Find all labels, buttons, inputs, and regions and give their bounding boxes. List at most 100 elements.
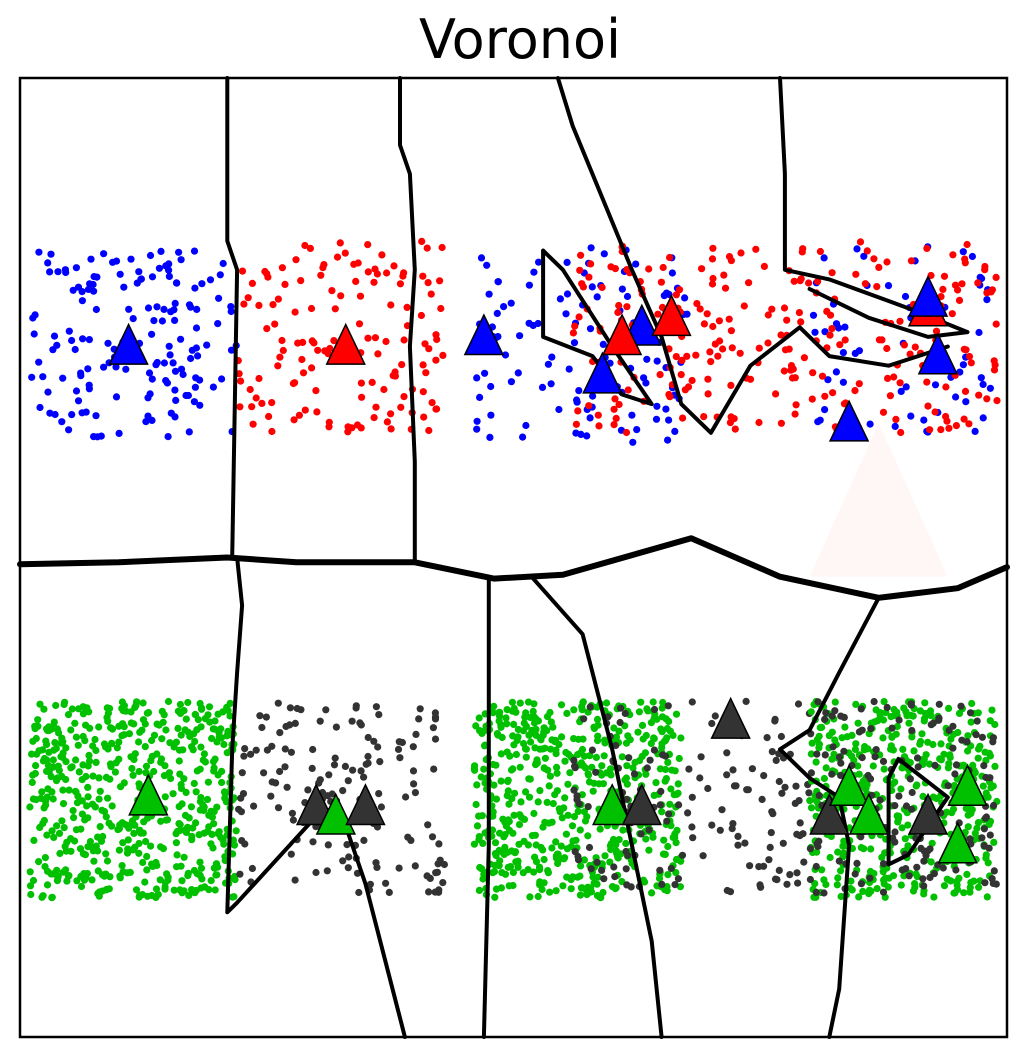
data-point-red — [875, 263, 883, 271]
data-point-green — [561, 757, 569, 765]
data-point-red — [238, 267, 247, 275]
data-point-red — [678, 356, 686, 364]
data-point-green — [103, 857, 112, 865]
data-point-green — [120, 702, 128, 710]
data-point-green — [503, 792, 511, 800]
data-point-dark — [571, 848, 579, 856]
data-point-dark — [570, 786, 578, 794]
data-point-dark — [289, 816, 297, 824]
data-point-blue — [931, 381, 940, 389]
data-point-green — [561, 794, 569, 802]
data-point-blue — [623, 292, 632, 301]
data-point-blue — [148, 273, 157, 281]
data-point-green — [472, 722, 480, 730]
data-point-dark — [837, 771, 845, 780]
data-point-red — [990, 366, 999, 374]
data-point-blue — [177, 335, 185, 343]
data-point-red — [967, 359, 975, 367]
data-point-dark — [431, 715, 440, 723]
data-point-red — [949, 251, 957, 259]
data-point-green — [900, 704, 908, 712]
data-point-dark — [425, 888, 433, 896]
data-point-green — [655, 874, 664, 883]
data-point-blue — [158, 317, 166, 325]
data-point-red — [656, 371, 664, 379]
data-point-dark — [689, 834, 697, 842]
data-point-green — [943, 875, 951, 883]
data-point-dark — [794, 700, 803, 708]
data-point-dark — [883, 703, 891, 712]
data-point-green — [188, 832, 196, 840]
data-point-dark — [293, 704, 301, 713]
data-point-dark — [951, 770, 959, 778]
data-point-dark — [748, 765, 757, 773]
data-point-red — [297, 277, 305, 285]
data-point-red — [745, 279, 753, 287]
data-point-red — [358, 393, 366, 401]
data-point-green — [193, 767, 201, 775]
data-point-blue — [662, 405, 670, 413]
data-point-dark — [373, 863, 381, 872]
data-point-green — [37, 794, 45, 803]
data-point-dark — [711, 712, 719, 720]
data-point-green — [898, 824, 906, 832]
data-point-green — [955, 709, 964, 718]
data-point-blue — [227, 307, 235, 316]
data-point-green — [491, 839, 500, 847]
data-point-green — [53, 877, 62, 885]
data-point-red — [852, 270, 860, 278]
voronoi-boundary — [778, 76, 970, 339]
data-point-dark — [312, 868, 320, 877]
data-point-blue — [476, 393, 484, 401]
data-point-green — [549, 723, 557, 731]
data-point-green — [674, 789, 682, 797]
data-point-green — [96, 787, 104, 795]
data-point-red — [341, 249, 349, 257]
data-point-dark — [723, 771, 731, 779]
data-point-red — [883, 258, 891, 266]
data-point-green — [69, 807, 77, 815]
data-point-green — [45, 748, 53, 756]
data-point-dark — [919, 875, 927, 883]
data-point-blue — [835, 324, 843, 332]
data-point-green — [576, 872, 584, 880]
voronoi-boundary — [398, 76, 417, 565]
data-point-green — [176, 821, 184, 829]
data-point-red — [983, 395, 991, 403]
data-point-green — [181, 726, 189, 734]
data-point-blue — [538, 383, 547, 391]
data-point-green — [95, 723, 103, 731]
data-point-red — [611, 395, 619, 403]
data-point-green — [990, 838, 998, 847]
data-point-dark — [627, 883, 635, 891]
data-point-green — [589, 787, 597, 795]
data-point-blue — [583, 432, 591, 440]
data-point-green — [535, 863, 544, 871]
data-point-green — [513, 736, 521, 745]
data-point-red — [576, 266, 584, 274]
data-point-red — [246, 385, 254, 394]
data-point-green — [623, 762, 631, 770]
data-point-green — [642, 731, 650, 740]
data-point-green — [806, 797, 814, 805]
data-point-green — [577, 862, 585, 870]
data-point-red — [278, 336, 286, 345]
data-point-red — [988, 286, 997, 294]
data-point-red — [306, 244, 314, 252]
data-point-green — [105, 885, 113, 893]
data-point-green — [822, 764, 830, 772]
data-point-green — [478, 865, 486, 873]
data-point-dark — [364, 752, 372, 761]
data-point-green — [950, 889, 958, 897]
data-point-blue — [664, 436, 672, 444]
data-point-green — [89, 772, 97, 780]
data-point-blue — [46, 268, 54, 276]
data-point-dark — [888, 724, 896, 732]
voronoi-boundary — [555, 76, 950, 435]
data-point-green — [841, 723, 849, 731]
data-point-green — [612, 884, 620, 892]
data-point-green — [50, 718, 58, 726]
data-point-green — [526, 893, 534, 901]
data-point-green — [629, 764, 637, 772]
data-point-red — [614, 308, 622, 316]
